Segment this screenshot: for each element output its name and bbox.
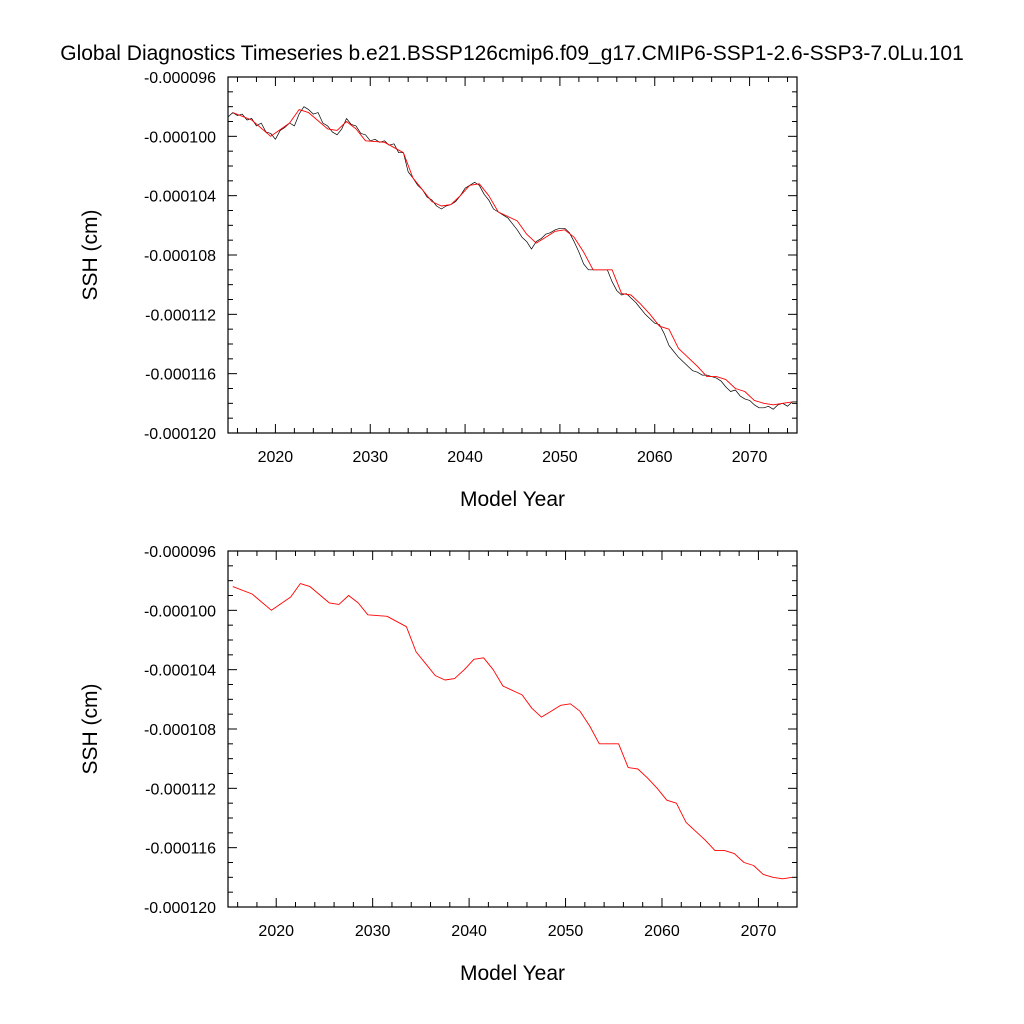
y-tick-label: -0.000120 [144, 900, 216, 917]
x-tick-label: 2060 [644, 923, 680, 940]
series-line-monthly [227, 106, 797, 410]
y-tick-label: -0.000100 [144, 129, 216, 146]
y-tick-label: -0.000096 [144, 70, 216, 87]
series-line-annual [232, 109, 793, 406]
x-axis-label: Model Year [460, 488, 565, 511]
y-tick-label: -0.000096 [144, 544, 216, 561]
y-tick-label: -0.000100 [144, 603, 216, 620]
y-axis-label: SSH (cm) [79, 210, 102, 301]
figure-title: Global Diagnostics Timeseries b.e21.BSSP… [60, 42, 964, 65]
x-axis-label: Model Year [460, 962, 565, 985]
plot-frame [227, 76, 798, 434]
x-tick-label: 2070 [732, 449, 768, 466]
y-tick-label: -0.000120 [144, 426, 216, 443]
x-tick-label: 2040 [451, 923, 487, 940]
x-tick-label: 2040 [447, 449, 483, 466]
y-tick-label: -0.000116 [145, 841, 216, 858]
y-tick-label: -0.000116 [145, 367, 216, 384]
y-tick-label: -0.000112 [145, 307, 216, 324]
plot-frame [227, 550, 798, 908]
x-tick-label: 2020 [258, 449, 294, 466]
x-tick-label: 2070 [741, 923, 777, 940]
x-tick-label: 2050 [542, 449, 578, 466]
x-tick-label: 2020 [258, 923, 294, 940]
chart-panel-1: 2020 2030 2040 2050 2060 2070 -0.000096 -0.0001… [79, 70, 798, 511]
chart-panel-2: 2020 2030 2040 2050 2060 2070 -0.000096 -0.0001… [79, 544, 798, 985]
y-tick-label: -0.000104 [144, 189, 216, 206]
y-tick-label: -0.000108 [144, 722, 216, 739]
y-tick-label: -0.000112 [145, 781, 216, 798]
y-tick-label: -0.000108 [144, 248, 216, 265]
x-tick-label: 2030 [352, 449, 388, 466]
y-axis-label: SSH (cm) [79, 684, 102, 775]
x-tick-label: 2050 [548, 923, 584, 940]
x-tick-label: 2030 [355, 923, 391, 940]
series-line-annual [232, 583, 793, 880]
y-tick-label: -0.000104 [144, 663, 216, 680]
x-tick-label: 2060 [637, 449, 673, 466]
